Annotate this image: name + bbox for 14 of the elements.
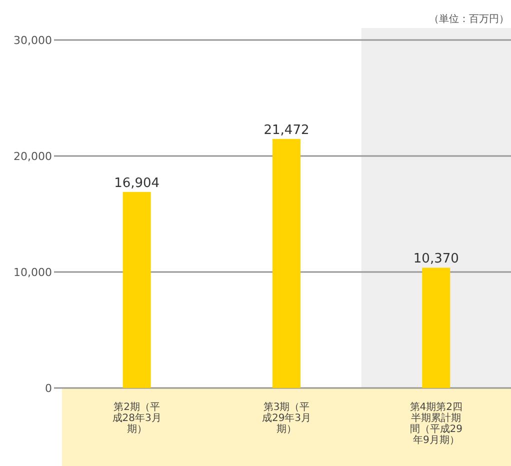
x-tick-label: 第4期第2四半期累計期間（平成29年9月期）: [410, 401, 463, 446]
bar: [272, 138, 300, 388]
data-label: 16,904: [114, 176, 160, 191]
bar: [422, 268, 450, 388]
text: （単位：百万円）: [429, 13, 509, 25]
x-tick-label: 第3期（平成29年3月期）: [262, 401, 312, 435]
data-label: 10,370: [413, 252, 459, 267]
y-tick-label: 30,000: [14, 34, 52, 47]
x-tick-label: 第2期（平成28年3月期）: [112, 401, 162, 435]
data-label: 21,472: [264, 122, 310, 138]
y-tick-label: 0: [45, 382, 52, 395]
y-tick-label: 20,000: [14, 150, 52, 163]
bar: [122, 192, 151, 388]
y-tick-label: 10,000: [14, 266, 52, 279]
